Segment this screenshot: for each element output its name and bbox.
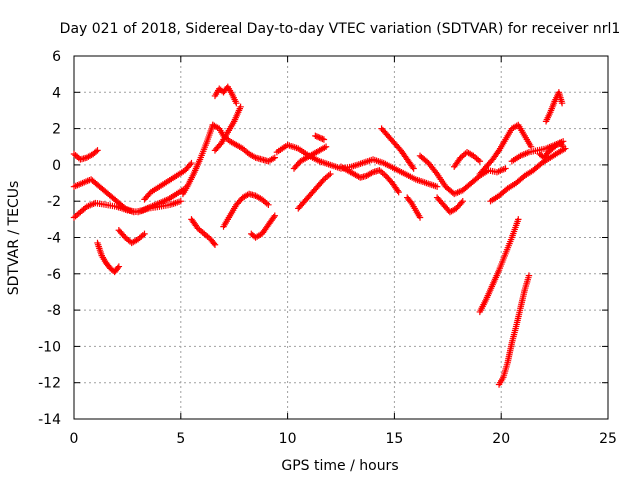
x-axis-label: GPS time / hours <box>281 458 398 474</box>
series-arc-27 <box>536 139 566 161</box>
data-point <box>502 165 509 172</box>
data-point <box>270 214 277 221</box>
data-point <box>233 99 240 107</box>
y-tick-labels: -14 -12 -10 -8 -6 -4 -2 0 2 4 6 <box>38 49 61 428</box>
series-arc-11 <box>211 105 244 154</box>
data-point <box>559 143 567 150</box>
data-point <box>316 134 323 141</box>
y-tick-label: -6 <box>47 267 61 283</box>
chart-title: Day 021 of 2018, Sidereal Day-to-day VTE… <box>60 21 621 37</box>
data-point <box>237 103 244 111</box>
data-point <box>312 132 319 140</box>
data-point <box>186 161 194 168</box>
data-point <box>115 263 123 270</box>
series-arc-01 <box>70 148 100 163</box>
data-point <box>410 165 417 172</box>
data-point <box>409 163 416 171</box>
data-point <box>317 135 325 142</box>
data-point <box>319 135 326 143</box>
data-point <box>525 272 533 279</box>
series-arc-13 <box>248 214 277 241</box>
data-point <box>177 198 184 205</box>
series-arc-24 <box>476 121 534 178</box>
series-arc-17 <box>337 163 401 194</box>
series-arc-05 <box>115 227 147 247</box>
data-point <box>315 133 322 141</box>
series-arc-21 <box>416 152 507 198</box>
data-point <box>476 158 484 165</box>
data-point <box>327 170 334 178</box>
series-arc-23 <box>451 148 482 170</box>
x-tick-labels: 0 5 10 15 20 25 <box>70 431 617 447</box>
data-point <box>458 199 465 206</box>
series-arc-16 <box>312 132 326 143</box>
y-tick-label: -12 <box>38 376 61 392</box>
series-arc-22 <box>433 194 465 216</box>
x-tick-label: 0 <box>70 431 79 447</box>
data-point <box>394 187 401 194</box>
series-arc-30 <box>495 274 532 388</box>
data-point <box>188 159 195 167</box>
data-point <box>210 240 218 247</box>
series-arc-19 <box>378 125 416 171</box>
x-tick-label: 15 <box>385 431 403 447</box>
y-tick-label: -10 <box>38 339 61 355</box>
x-tick-label: 20 <box>492 431 510 447</box>
y-tick-label: -8 <box>47 303 61 319</box>
y-tick-label: -2 <box>47 194 61 210</box>
data-points <box>70 83 569 388</box>
y-tick-label: 2 <box>52 122 61 138</box>
y-tick-label: 0 <box>52 158 61 174</box>
data-point <box>558 99 566 107</box>
series-arc-29 <box>476 218 521 316</box>
data-point <box>92 148 100 155</box>
y-tick-label: -14 <box>38 412 61 428</box>
series-arc-18 <box>295 172 332 212</box>
data-point <box>216 141 224 148</box>
series-arc-04 <box>94 239 121 276</box>
series-arc-20 <box>404 194 423 219</box>
data-point <box>319 177 326 185</box>
series-arc-10 <box>211 83 239 105</box>
data-point <box>114 264 121 272</box>
data-point <box>141 230 148 238</box>
series-arc-28 <box>542 89 565 125</box>
data-point <box>313 133 320 140</box>
x-tick-label: 10 <box>279 431 297 447</box>
data-point <box>271 212 278 219</box>
series-arc-08 <box>179 123 216 198</box>
data-point <box>271 154 278 161</box>
data-point <box>459 198 466 205</box>
series-arc-06 <box>141 161 194 203</box>
data-point <box>554 141 562 148</box>
data-point <box>322 143 330 150</box>
data-point <box>433 183 441 190</box>
x-tick-label: 5 <box>176 431 185 447</box>
series-arc-03 <box>70 198 183 221</box>
data-point <box>94 147 101 154</box>
data-point <box>553 141 560 149</box>
series-arc-15 <box>290 144 328 172</box>
data-point <box>395 188 402 196</box>
series-arc-12 <box>220 190 270 230</box>
series-arc-07 <box>188 216 218 247</box>
data-point <box>416 214 424 221</box>
series-arc-25 <box>487 146 567 205</box>
data-point <box>265 201 272 209</box>
y-tick-label: 6 <box>52 49 61 65</box>
x-tick-label: 25 <box>599 431 617 447</box>
data-point <box>515 216 522 223</box>
series-arc-09 <box>209 121 277 165</box>
y-tick-label: -4 <box>47 231 61 247</box>
axis-ticks <box>73 55 609 420</box>
data-point <box>211 241 219 248</box>
y-tick-label: 4 <box>52 85 61 101</box>
data-point <box>494 148 502 156</box>
y-axis-label: SDTVAR / TECUs <box>6 181 22 296</box>
data-point <box>120 232 128 240</box>
data-point <box>320 136 328 143</box>
